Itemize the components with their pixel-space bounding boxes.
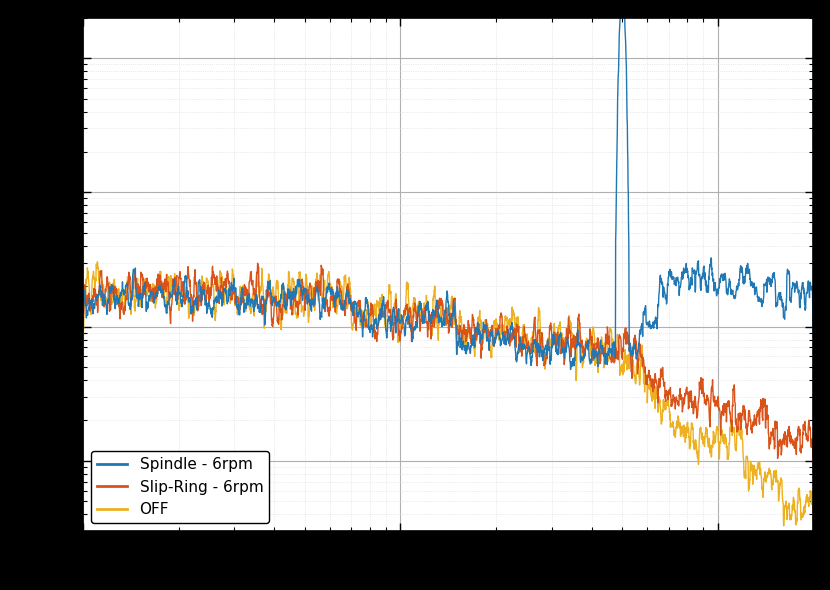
Spindle - 6rpm [205, 302, 215, 309]
Spindle - 6rpm [78, 327, 88, 334]
Spindle - 6rpm [161, 310, 171, 317]
OFF [794, 487, 804, 494]
OFF [92, 258, 102, 266]
Slip-Ring - 6rpm [390, 304, 400, 312]
OFF [205, 284, 215, 291]
Spindle - 6rpm [808, 333, 818, 340]
Spindle - 6rpm [390, 308, 400, 315]
Slip-Ring - 6rpm [359, 311, 369, 318]
OFF [808, 520, 818, 527]
Slip-Ring - 6rpm [808, 468, 818, 475]
Slip-Ring - 6rpm [205, 291, 215, 298]
OFF [78, 358, 88, 365]
OFF [715, 440, 725, 447]
OFF [162, 294, 172, 301]
Spindle - 6rpm [565, 366, 575, 373]
Slip-Ring - 6rpm [78, 326, 88, 333]
Slip-Ring - 6rpm [161, 277, 171, 284]
OFF [390, 301, 400, 308]
Line: Spindle - 6rpm: Spindle - 6rpm [83, 0, 813, 369]
OFF [359, 314, 369, 322]
Spindle - 6rpm [794, 303, 804, 310]
Line: Slip-Ring - 6rpm: Slip-Ring - 6rpm [83, 263, 813, 471]
Slip-Ring - 6rpm [794, 427, 804, 434]
OFF [779, 522, 788, 529]
Spindle - 6rpm [358, 323, 368, 330]
Slip-Ring - 6rpm [715, 431, 725, 438]
Line: OFF: OFF [83, 262, 813, 526]
Legend: Spindle - 6rpm, Slip-Ring - 6rpm, OFF: Spindle - 6rpm, Slip-Ring - 6rpm, OFF [90, 451, 270, 523]
Slip-Ring - 6rpm [252, 260, 262, 267]
Spindle - 6rpm [715, 272, 725, 279]
